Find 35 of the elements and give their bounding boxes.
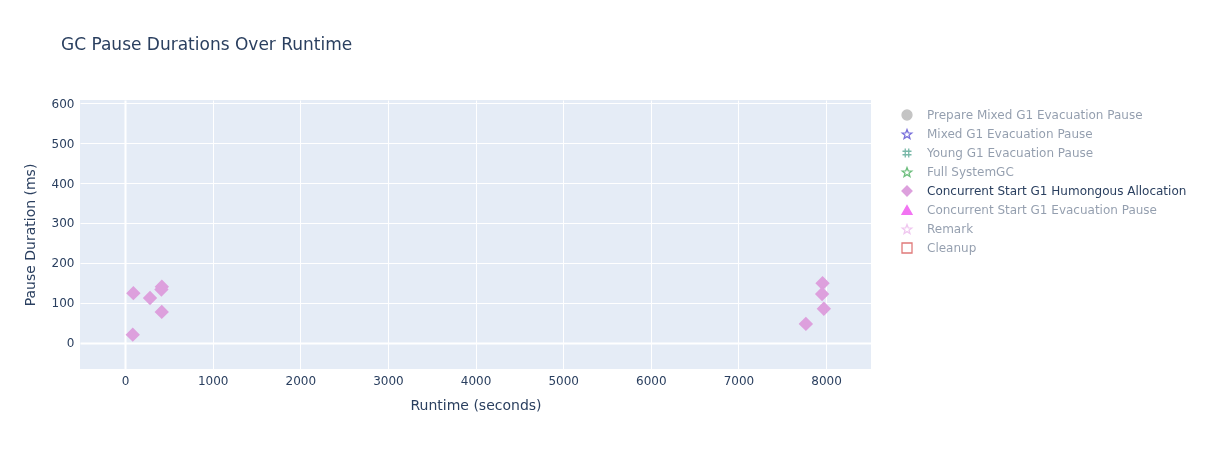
x-tick-label: 3000 xyxy=(373,373,404,388)
y-tick-label: 400 xyxy=(51,176,75,191)
chart-title: GC Pause Durations Over Runtime xyxy=(61,34,353,55)
y-tick-label: 0 xyxy=(66,336,75,351)
legend-label: Full SystemGC xyxy=(927,165,1014,179)
x-tick-label: 7000 xyxy=(723,373,755,388)
x-tick-label: 5000 xyxy=(548,373,579,388)
legend-label: Cleanup xyxy=(927,241,977,255)
point xyxy=(816,301,831,316)
legend-label: Concurrent Start G1 Humongous Allocation xyxy=(927,184,1187,198)
x-tick-label: 2000 xyxy=(285,373,317,388)
legend-label: Remark xyxy=(927,222,974,236)
y-tick-label: 500 xyxy=(51,136,75,151)
x-tick-label: 4000 xyxy=(460,373,492,388)
point xyxy=(143,291,157,305)
legend-label: Mixed G1 Evacuation Pause xyxy=(927,127,1093,141)
point xyxy=(126,286,141,301)
point xyxy=(125,327,140,342)
x-tick-label: 1000 xyxy=(197,373,229,388)
y-axis-title: Pause Duration (ms) xyxy=(21,163,38,307)
y-tick-label: 100 xyxy=(51,296,75,311)
legend-label: Prepare Mixed G1 Evacuation Pause xyxy=(927,108,1143,122)
x-tick-label: 0 xyxy=(121,373,130,388)
x-axis-title: Runtime (seconds) xyxy=(410,396,542,413)
y-tick-label: 600 xyxy=(51,96,75,111)
legend-label: Young G1 Evacuation Pause xyxy=(926,146,1094,160)
x-tick-label: 8000 xyxy=(811,373,842,388)
x-tick-label: 6000 xyxy=(636,373,667,388)
y-tick-label: 300 xyxy=(51,216,75,231)
y-tick-label: 200 xyxy=(51,256,75,271)
legend-label: Concurrent Start G1 Evacuation Pause xyxy=(927,203,1157,217)
point xyxy=(815,287,829,301)
point xyxy=(815,276,830,291)
point xyxy=(799,317,813,331)
point xyxy=(154,305,169,319)
